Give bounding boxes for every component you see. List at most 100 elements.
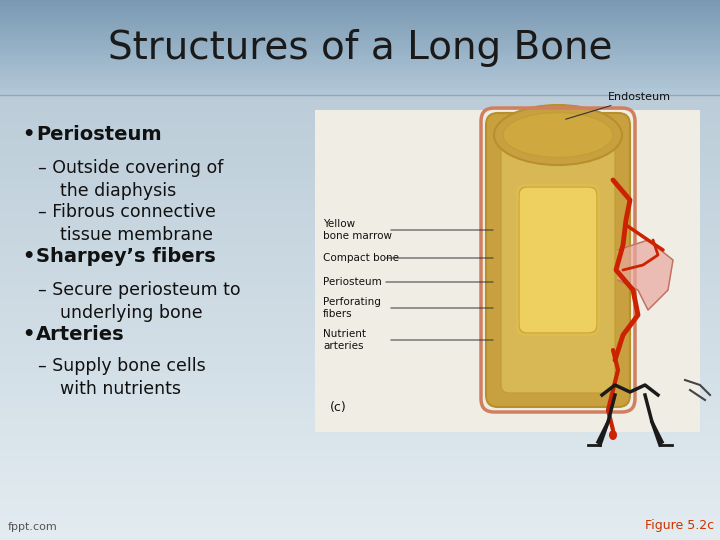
- Bar: [0, 35, 720, 38]
- Bar: [0, 66, 720, 69]
- Bar: [0, 9, 720, 12]
- Bar: [0, 139, 720, 145]
- Bar: [0, 222, 720, 228]
- Bar: [0, 189, 720, 195]
- Bar: [0, 484, 720, 490]
- Bar: [0, 83, 720, 85]
- Bar: [0, 161, 720, 167]
- Bar: [0, 85, 720, 88]
- Text: Endosteum: Endosteum: [566, 92, 671, 119]
- Bar: [0, 217, 720, 223]
- Bar: [0, 512, 720, 518]
- Bar: [0, 64, 720, 66]
- Bar: [0, 117, 720, 123]
- Text: Arteries: Arteries: [36, 325, 125, 344]
- Bar: [0, 245, 720, 251]
- Bar: [0, 256, 720, 262]
- Bar: [0, 2, 720, 5]
- Bar: [0, 501, 720, 507]
- Bar: [0, 378, 720, 384]
- Bar: [0, 523, 720, 529]
- Bar: [0, 534, 720, 540]
- Bar: [0, 211, 720, 218]
- Bar: [0, 111, 720, 117]
- Text: – Fibrous connective
    tissue membrane: – Fibrous connective tissue membrane: [38, 203, 216, 244]
- Bar: [0, 94, 720, 100]
- Bar: [0, 350, 720, 356]
- Bar: [0, 395, 720, 401]
- Bar: [0, 52, 720, 55]
- Bar: [0, 11, 720, 14]
- Text: •: •: [22, 125, 35, 144]
- Bar: [0, 178, 720, 184]
- Text: Nutrient
arteries: Nutrient arteries: [323, 329, 366, 351]
- Bar: [0, 18, 720, 22]
- Bar: [0, 228, 720, 234]
- FancyBboxPatch shape: [519, 187, 597, 333]
- Bar: [0, 278, 720, 284]
- Bar: [0, 234, 720, 240]
- Bar: [0, 440, 720, 445]
- Bar: [0, 40, 720, 43]
- Bar: [0, 49, 720, 52]
- Bar: [0, 133, 720, 139]
- Bar: [0, 4, 720, 7]
- Bar: [0, 59, 720, 62]
- Text: fppt.com: fppt.com: [8, 522, 58, 532]
- Ellipse shape: [503, 112, 613, 158]
- Text: – Outside covering of
    the diaphysis: – Outside covering of the diaphysis: [38, 159, 223, 200]
- FancyBboxPatch shape: [501, 127, 615, 393]
- Ellipse shape: [609, 430, 617, 440]
- Bar: [0, 356, 720, 362]
- Bar: [0, 417, 720, 423]
- Bar: [0, 312, 720, 318]
- Bar: [0, 156, 720, 162]
- Bar: [0, 300, 720, 306]
- Bar: [0, 106, 720, 112]
- Bar: [0, 167, 720, 173]
- Bar: [0, 14, 720, 17]
- Bar: [0, 194, 720, 201]
- Bar: [0, 472, 720, 479]
- Ellipse shape: [494, 105, 622, 165]
- Bar: [0, 206, 720, 212]
- Bar: [0, 150, 720, 156]
- Text: Perforating
fibers: Perforating fibers: [323, 297, 381, 319]
- Bar: [0, 478, 720, 484]
- Bar: [0, 54, 720, 57]
- Bar: [0, 42, 720, 45]
- Bar: [0, 373, 720, 379]
- Bar: [0, 184, 720, 190]
- Bar: [0, 57, 720, 59]
- Bar: [0, 284, 720, 289]
- Bar: [0, 69, 720, 71]
- Bar: [0, 506, 720, 512]
- Text: Sharpey’s fibers: Sharpey’s fibers: [36, 247, 216, 266]
- Bar: [0, 28, 720, 31]
- Bar: [0, 384, 720, 390]
- Text: – Secure periosteum to
    underlying bone: – Secure periosteum to underlying bone: [38, 281, 240, 322]
- Polygon shape: [618, 240, 673, 310]
- Bar: [0, 328, 720, 334]
- Bar: [0, 90, 720, 93]
- Bar: [0, 16, 720, 19]
- Bar: [0, 23, 720, 26]
- Bar: [0, 467, 720, 473]
- Bar: [0, 100, 720, 106]
- Bar: [0, 0, 720, 2]
- Bar: [0, 334, 720, 340]
- Bar: [0, 267, 720, 273]
- Text: Periosteum: Periosteum: [323, 277, 382, 287]
- Bar: [0, 78, 720, 81]
- Bar: [0, 345, 720, 351]
- Bar: [0, 411, 720, 417]
- Bar: [0, 71, 720, 73]
- Bar: [0, 428, 720, 434]
- Bar: [0, 434, 720, 440]
- Text: Structures of a Long Bone: Structures of a Long Bone: [108, 29, 612, 67]
- Bar: [0, 30, 720, 33]
- Bar: [0, 25, 720, 29]
- Bar: [0, 401, 720, 407]
- Bar: [0, 145, 720, 151]
- Bar: [0, 172, 720, 178]
